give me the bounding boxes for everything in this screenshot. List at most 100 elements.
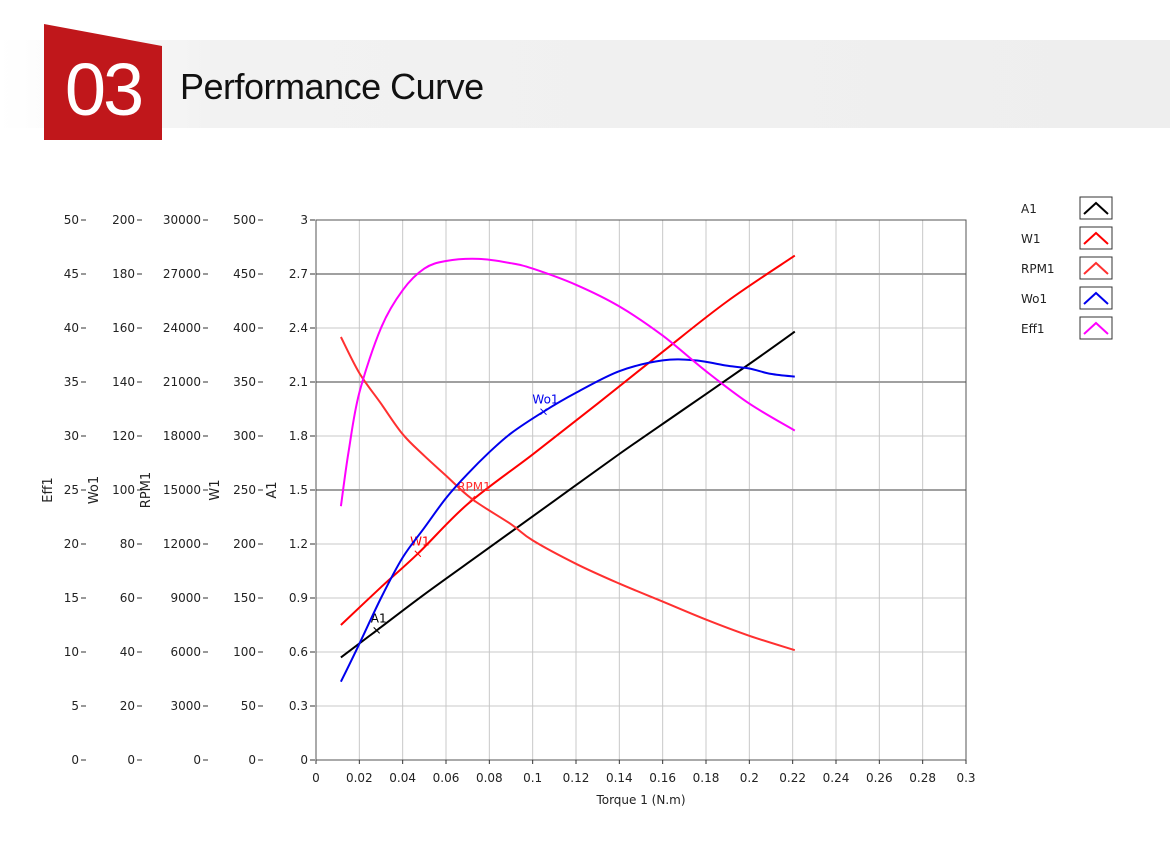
y-tick-label-eff1: 35 [64,375,79,389]
series-marker-a1 [373,627,381,634]
y-tick-label-w1: 200 [233,537,256,551]
y-tick-label-w1: 450 [233,267,256,281]
y-tick-label-rpm1: 12000 [163,537,201,551]
y-tick-label-w1: 250 [233,483,256,497]
y-tick-label-rpm1: 24000 [163,321,201,335]
x-tick-label: 0 [312,771,320,785]
x-tick-label: 0.2 [740,771,759,785]
y-tick-label-w1: 350 [233,375,256,389]
y-axis-label-w1: W1 [208,479,223,500]
y-tick-label-a1: 0.6 [289,645,308,659]
x-tick-label: 0.16 [649,771,676,785]
legend-swatch-a1 [1079,196,1113,220]
legend-label-wo1: Wo1 [1021,292,1047,306]
y-tick-label-rpm1: 6000 [170,645,201,659]
y-tick-label-wo1: 160 [112,321,135,335]
series-marker-wo1 [540,408,547,416]
y-tick-label-w1: 150 [233,591,256,605]
legend-glyph-a1 [1083,201,1109,215]
x-tick-label: 0.22 [779,771,806,785]
y-tick-label-a1: 0 [300,753,308,767]
y-tick-label-w1: 400 [233,321,256,335]
legend-label-rpm1: RPM1 [1021,262,1055,276]
legend-swatch-eff1 [1079,316,1113,340]
x-tick-label: 0.04 [389,771,416,785]
y-tick-label-eff1: 0 [71,753,79,767]
legend-glyph-eff1 [1083,321,1109,335]
y-tick-label-eff1: 20 [64,537,79,551]
y-tick-label-wo1: 200 [112,213,135,227]
legend-label-a1: A1 [1021,202,1037,216]
x-tick-label: 0.06 [433,771,460,785]
y-tick-label-eff1: 15 [64,591,79,605]
legend-swatch-w1 [1079,226,1113,250]
y-tick-label-rpm1: 18000 [163,429,201,443]
plot-border [315,219,967,761]
x-tick-label: 0.08 [476,771,503,785]
page-title: Performance Curve [180,66,484,107]
section-badge [44,24,162,140]
legend-label-w1: W1 [1021,232,1041,246]
y-tick-label-rpm1: 15000 [163,483,201,497]
series-line-eff1 [339,257,796,507]
series-line-rpm1 [340,336,796,652]
y-tick-label-wo1: 20 [120,699,135,713]
series-line-a1 [340,330,796,659]
y-tick-label-wo1: 60 [120,591,135,605]
y-tick-label-rpm1: 0 [193,753,201,767]
y-tick-label-w1: 0 [248,753,256,767]
y-tick-label-eff1: 5 [71,699,79,713]
x-tick-label: 0.24 [823,771,850,785]
y-axis-label-wo1: Wo1 [87,476,102,504]
series-label-wo1: Wo1 [532,393,558,407]
series-label-a1: A1 [371,611,387,625]
y-tick-label-rpm1: 9000 [170,591,201,605]
legend-glyph-w1 [1083,231,1109,245]
x-tick-label: 0.1 [523,771,542,785]
y-tick-label-rpm1: 21000 [163,375,201,389]
y-tick-label-eff1: 45 [64,267,79,281]
section-number: 03 [64,48,144,131]
y-tick-label-w1: 500 [233,213,256,227]
series-label-w1: W1 [410,535,430,549]
y-tick-label-a1: 1.8 [289,429,308,443]
y-tick-label-a1: 1.2 [289,537,308,551]
y-tick-label-wo1: 100 [112,483,135,497]
legend-swatch-rpm1 [1079,256,1113,280]
y-tick-label-a1: 2.7 [289,267,308,281]
y-axis-label-rpm1: RPM1 [139,472,154,508]
legend-swatch-wo1 [1079,286,1113,310]
series-line-wo1 [340,358,795,683]
y-tick-label-a1: 0.9 [289,591,308,605]
y-tick-label-a1: 2.1 [289,375,308,389]
legend-glyph-wo1 [1083,291,1109,305]
series-line-w1 [340,254,796,626]
y-axis-label-eff1: Eff1 [41,477,56,502]
y-tick-label-a1: 1.5 [289,483,308,497]
x-axis-label: Torque 1 (N.m) [595,793,685,807]
series-marker-rpm1 [468,495,476,503]
series-label-rpm1: RPM1 [457,480,491,494]
x-tick-label: 0.02 [346,771,373,785]
y-tick-label-rpm1: 30000 [163,213,201,227]
x-tick-label: 0.18 [693,771,720,785]
y-tick-label-rpm1: 27000 [163,267,201,281]
y-tick-label-a1: 3 [300,213,308,227]
y-tick-label-wo1: 40 [120,645,135,659]
y-tick-label-a1: 0.3 [289,699,308,713]
y-tick-label-wo1: 180 [112,267,135,281]
x-tick-label: 0.26 [866,771,893,785]
x-tick-label: 0.28 [909,771,936,785]
y-tick-label-wo1: 120 [112,429,135,443]
legend-glyph-rpm1 [1083,261,1109,275]
legend-label-eff1: Eff1 [1021,322,1044,336]
y-tick-label-a1: 2.4 [289,321,308,335]
y-tick-label-wo1: 80 [120,537,135,551]
y-tick-label-wo1: 140 [112,375,135,389]
y-tick-label-eff1: 10 [64,645,79,659]
x-tick-label: 0.14 [606,771,633,785]
y-tick-label-eff1: 25 [64,483,79,497]
series-marker-w1 [414,550,422,558]
y-tick-label-eff1: 30 [64,429,79,443]
